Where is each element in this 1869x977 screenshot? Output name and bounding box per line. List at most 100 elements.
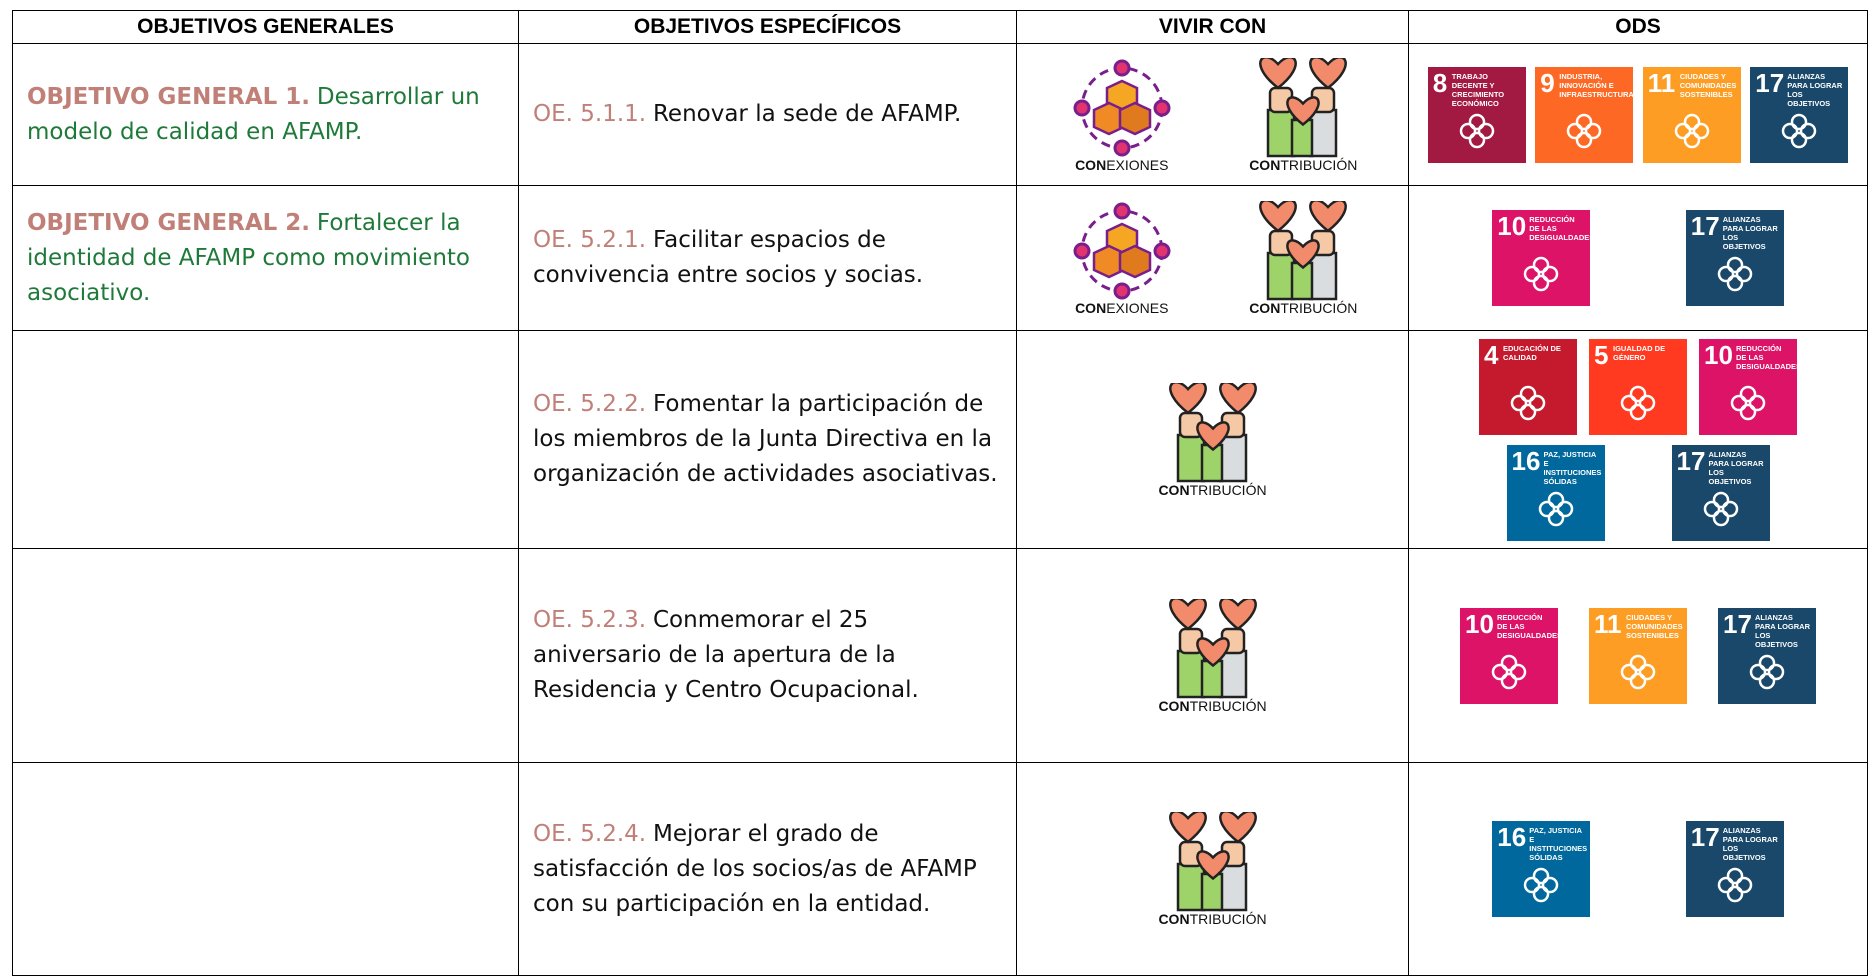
sdg-glyph-shape (1524, 256, 1559, 292)
icon-graphic (1218, 862, 1247, 912)
specific-objective-cell: OE. 5.2.3. Conmemorar el 25 aniversario d… (518, 548, 1017, 763)
sdg-glyph-shape (1629, 403, 1647, 420)
icon-graphic (1291, 118, 1314, 157)
sdg-glyph-shape (1477, 122, 1494, 139)
sdg-glyph-shape (1726, 867, 1743, 885)
sdg-glyph-shape (1459, 122, 1476, 139)
vivir-con-icon: CONTRIBUCIÓN (1248, 57, 1358, 172)
table-row: OBJETIVO GENERAL 1. Desarrollar un modelo… (12, 43, 1868, 186)
sdg-glyph-shape (1533, 867, 1550, 885)
sdg-glyph-shape (1717, 867, 1752, 903)
sdg-glyph-shape (1739, 385, 1757, 402)
icon-graphic (1195, 420, 1230, 451)
sdg-tile: 5 IGUALDAD DE GÉNERO (1589, 338, 1687, 435)
icon-graphic (1195, 850, 1230, 881)
table-row: OE. 5.2.4. Mejorar el grado de satisfacci… (12, 762, 1868, 976)
sdg-glyph-shape (1730, 385, 1766, 420)
general-objective-text: Desarrollar un modelo de calidad en AFAM… (27, 83, 480, 145)
vivir-con-label: CONTRIBUCIÓN (1158, 912, 1266, 926)
sdg-glyph-shape (1726, 274, 1743, 292)
vivir-con-label-strong: CON (1158, 911, 1190, 927)
general-objective-cell: OBJETIVO GENERAL 1. Desarrollar un modelo… (12, 43, 519, 186)
sdg-glyph-shape (1674, 113, 1709, 148)
icon-graphic (1073, 59, 1171, 156)
sdg-glyph-shape (1533, 274, 1550, 292)
sdg-tile: 10 REDUCCIÓN DE LAS DESIGUALDADES (1492, 210, 1591, 306)
icon-graphic (1153, 242, 1171, 260)
sdg-glyph-shape (1800, 122, 1817, 139)
general-objective-label: OBJETIVO GENERAL 1. (27, 83, 311, 110)
sdg-glyph-shape (1533, 256, 1550, 274)
sdg-title: ALIANZAS PARA LOGRAR LOS OBJETIVOS (1722, 215, 1778, 251)
sdg-glyph-shape (1748, 394, 1766, 411)
vivir-con-icon: CONTRIBUCIÓN (1158, 812, 1268, 926)
vivir-con-icons: CONEXIONES CONTRIBUCIÓN (1031, 201, 1394, 315)
sdg-number: 11 (1594, 608, 1622, 639)
sdg-glyph-shape (1538, 491, 1573, 526)
sdg-glyph-shape (1576, 113, 1593, 130)
sdg-glyph-shape (1749, 654, 1785, 689)
sdg-glyph-shape (1717, 867, 1752, 903)
sdg-title: CIUDADES Y COMUNIDADES SOSTENIBLES (1679, 71, 1737, 99)
sdg-title: REDUCCIÓN DE LAS DESIGUALDADES (1497, 612, 1558, 640)
specific-objective-cell: OE. 5.1.1. Renovar la sede de AFAMP. (518, 43, 1017, 186)
sdg-glyph-shape (1749, 654, 1785, 689)
specific-objective-cell: OE. 5.2.1. Facilitar espacios de conviven… (518, 185, 1017, 331)
vivir-con-icon: CONTRIBUCIÓN (1158, 598, 1268, 713)
sdg-glyph-shape (1717, 876, 1734, 894)
sdg-glyph-shape (1683, 113, 1700, 130)
specific-objective-code: OE. 5.2.4. (533, 820, 647, 847)
sdg-glyph-shape (1491, 654, 1527, 689)
specific-objective-text: Renovar la sede de AFAMP. (652, 101, 962, 127)
sdg-glyph-shape (1620, 394, 1638, 411)
vivir-con-label-strong: CON (1249, 300, 1281, 316)
sdg-glyph-shape (1703, 491, 1738, 526)
sdg-title: REDUCCIÓN DE LAS DESIGUALDADES (1736, 343, 1797, 371)
sdg-glyph-shape (1739, 403, 1757, 420)
sdg-glyph-shape (1519, 385, 1537, 402)
vivir-con-cell: CONEXIONES CONTRIBUCIÓN (1016, 43, 1409, 186)
vivir-con-icons: CONTRIBUCIÓN (1031, 382, 1394, 498)
header-cell: OBJETIVOS ESPECÍFICOS (518, 10, 1017, 44)
sdg-number: 10 (1465, 608, 1494, 639)
sdg-glyph-shape (1510, 385, 1546, 420)
vivir-con-label: CONTRIBUCIÓN (1249, 301, 1357, 315)
header-cell: VIVIR CON (1016, 10, 1409, 44)
specific-objective-text: Facilitar espacios de convivencia entre … (533, 227, 924, 288)
sdg-glyph-shape (1519, 403, 1537, 420)
sdg-tile: 8 TRABAJO DECENTE Y CRECIMIENTO ECONÓMICO (1427, 66, 1526, 163)
icon-graphic (1200, 443, 1223, 482)
general-objective-cell: OBJETIVO GENERAL 2. Fortalecer la identid… (12, 185, 519, 331)
sdg-title: CIUDADES Y COMUNIDADES SOSTENIBLES (1626, 612, 1683, 640)
icon-graphic (1176, 649, 1205, 698)
sdg-glyph-shape (1726, 885, 1743, 903)
general-objective-cell (12, 762, 519, 976)
sdg-glyph-shape (1459, 113, 1494, 148)
icon-graphic (1259, 57, 1348, 157)
general-objective-cell (12, 548, 519, 763)
sdg-glyph-shape (1712, 509, 1729, 526)
icon-graphic (1073, 202, 1171, 300)
vivir-con-label-strong: CON (1158, 481, 1190, 498)
icon-graphic (1259, 201, 1298, 233)
sdg-glyph-shape (1703, 500, 1720, 517)
icon-graphic (1286, 95, 1321, 126)
sdg-glyph-shape (1524, 265, 1541, 283)
ods-cell: 4 EDUCACIÓN DE CALIDAD 5 IGUALDAD DE GÉNER… (1408, 330, 1868, 549)
icon-graphic (1195, 636, 1230, 667)
sdg-glyph-shape (1683, 131, 1700, 148)
icon-graphic (1168, 812, 1207, 844)
sdg-glyph-shape (1538, 500, 1555, 517)
sdg-glyph-shape (1703, 491, 1738, 526)
table-row: OE. 5.2.3. Conmemorar el 25 aniversario d… (12, 548, 1868, 763)
sdg-glyph-shape (1576, 131, 1593, 148)
sdg-number: 16 (1511, 445, 1541, 476)
header-row: OBJETIVOS GENERALES OBJETIVOS ESPECÍFICO… (12, 10, 1868, 44)
icon-graphic (1309, 108, 1338, 157)
vivir-con-icons: CONEXIONES CONTRIBUCIÓN (1031, 57, 1394, 172)
sdg-glyph-shape (1730, 385, 1766, 420)
sdg-title: PAZ, JUSTICIA E INSTITUCIONES SÓLIDAS (1529, 826, 1588, 862)
icon-graphic (1291, 261, 1314, 301)
vivir-con-icon: CONEXIONES (1067, 201, 1177, 315)
sdg-title: ALIANZAS PARA LOGRAR LOS OBJETIVOS (1722, 826, 1778, 862)
